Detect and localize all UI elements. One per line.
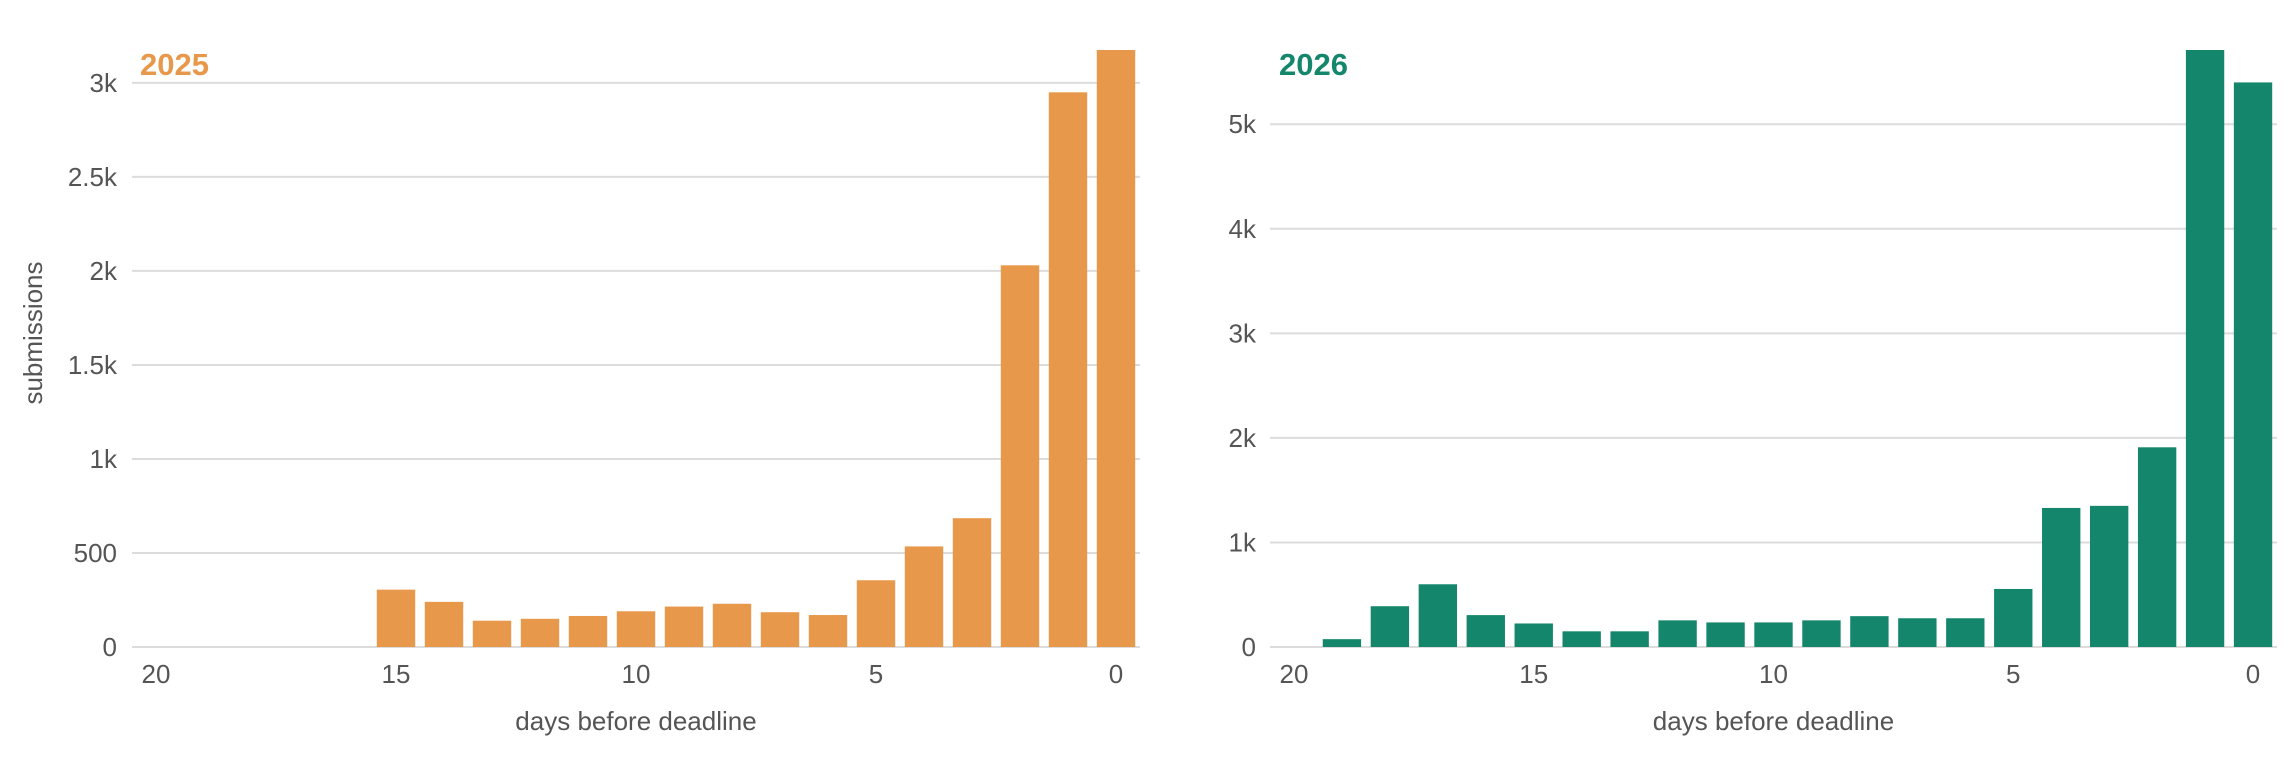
bar-12 — [520, 618, 560, 647]
bar-7 — [1898, 618, 1937, 647]
bar-4 — [904, 546, 944, 647]
x-axis-title: days before deadline — [515, 706, 756, 736]
y-tick-label: 2.5k — [68, 162, 118, 192]
bar-2 — [1000, 265, 1040, 647]
bar-9 — [664, 606, 704, 647]
x-tick-label: 15 — [382, 659, 411, 689]
y-tick-label: 1k — [90, 444, 118, 474]
panel-title: 2025 — [140, 47, 209, 82]
x-axis-title: days before deadline — [1653, 706, 1894, 736]
x-tick-label: 10 — [622, 659, 651, 689]
bar-3 — [2089, 505, 2129, 647]
chart-panel-2025: 0 500 1k 1.5k 2k 2.5k 3k 20 15 10 5 0 days before de… — [18, 47, 1140, 736]
bar-1 — [1048, 92, 1088, 648]
bar-10 — [1754, 622, 1793, 647]
y-tick-label: 3k — [90, 68, 118, 98]
bar-15 — [1514, 623, 1553, 647]
y-axis-title: submissions — [18, 261, 48, 404]
x-tick-label: 0 — [2246, 659, 2260, 689]
y-tick-label: 4k — [1229, 214, 1257, 244]
bar-9 — [1802, 620, 1841, 647]
bar-16 — [1466, 615, 1505, 647]
bar-18 — [1370, 606, 1410, 647]
chart-panel-2026: 0 1k 2k 3k 4k 5k 20 15 10 5 0 days before deadline 2… — [1229, 47, 2277, 736]
bar-0 — [2233, 82, 2273, 647]
bar-0 — [1096, 50, 1136, 647]
x-tick-label: 5 — [2006, 659, 2020, 689]
x-tick-label: 20 — [142, 659, 171, 689]
bar-7 — [760, 612, 800, 647]
bar-11 — [1706, 622, 1745, 647]
x-tick-label: 15 — [1519, 659, 1548, 689]
y-tick-label: 2k — [1229, 423, 1257, 453]
bar-14 — [1562, 631, 1601, 647]
bar-4 — [2042, 507, 2081, 647]
bar-13 — [472, 620, 512, 647]
bar-14 — [424, 601, 464, 647]
bar-8 — [1850, 616, 1889, 647]
y-tick-label: 500 — [74, 538, 117, 568]
bar-10 — [616, 611, 656, 647]
bar-1 — [2185, 50, 2225, 647]
x-tick-label: 0 — [1109, 659, 1123, 689]
bar-12 — [1658, 620, 1697, 647]
x-tick-label: 10 — [1759, 659, 1788, 689]
bar-5 — [856, 580, 896, 647]
bar-3 — [952, 518, 992, 647]
bar-17 — [1418, 584, 1458, 647]
y-tick-label: 1k — [1229, 527, 1257, 557]
bar-19 — [1322, 639, 1362, 647]
panel-title: 2026 — [1279, 47, 1348, 82]
y-tick-label: 5k — [1229, 109, 1257, 139]
y-tick-label: 0 — [103, 632, 117, 662]
y-tick-label: 0 — [1242, 632, 1256, 662]
bar-11 — [568, 615, 608, 647]
bar-6 — [808, 615, 848, 647]
y-tick-label: 2k — [90, 256, 118, 286]
bar-15 — [376, 589, 416, 647]
y-tick-label: 1.5k — [68, 350, 118, 380]
x-tick-label: 5 — [869, 659, 883, 689]
bar-5 — [1994, 588, 2033, 647]
bar-2 — [2137, 447, 2177, 647]
x-tick-label: 20 — [1280, 659, 1309, 689]
bar-8 — [712, 603, 752, 647]
y-tick-label: 3k — [1229, 318, 1257, 348]
bar-13 — [1610, 631, 1649, 647]
bar-6 — [1946, 618, 1985, 647]
